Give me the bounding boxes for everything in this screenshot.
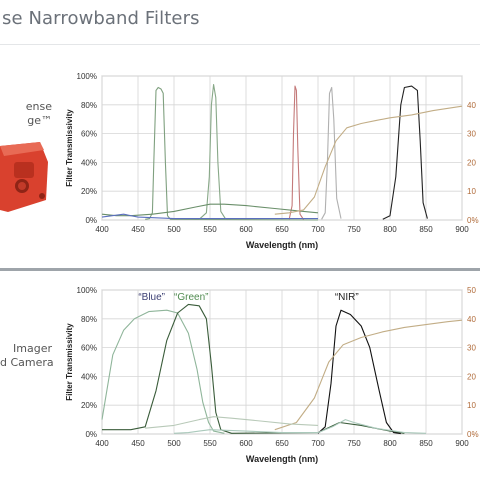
x-tick-label: 400 [95,225,109,234]
right-tick-label: 30 [467,344,476,353]
series-line-2 [198,84,227,220]
y-tick-label: 40% [81,372,97,381]
x-tick-label: 400 [95,439,109,448]
series-line-6 [145,416,319,429]
x-tick-label: 450 [131,225,145,234]
x-tick-label: 750 [347,439,361,448]
series-line-2 [102,303,405,434]
y-tick-label: 40% [81,158,97,167]
x-axis-label: Wavelength (nm) [246,240,318,250]
right-tick-label: 20 [467,372,476,381]
y-tick-label: 20% [81,187,97,196]
y-tick-label: 0% [85,430,97,439]
x-axis-label: Wavelength (nm) [246,454,318,464]
series-line-3 [317,309,401,435]
camera-device-image [0,142,48,212]
y-tick-label: 100% [77,72,97,81]
y-tick-label: 60% [81,344,97,353]
x-tick-label: 450 [131,439,145,448]
y-tick-label: 80% [81,315,97,324]
x-tick-label: 700 [311,439,325,448]
x-tick-label: 650 [275,439,289,448]
x-tick-label: 600 [239,439,253,448]
x-tick-label: 850 [419,439,433,448]
y-tick-label: 20% [81,401,97,410]
x-tick-label: 900 [455,225,469,234]
section-divider [0,268,480,271]
y-tick-label: 60% [81,130,97,139]
chart-top: 0%20%40%60%80%100%400 450 500 550 600 650 700 7… [65,72,479,250]
right-tick-label: 20 [467,158,476,167]
right-tick-label: 0% [467,216,479,225]
x-tick-label: 500 [167,439,181,448]
x-tick-label: 700 [311,225,325,234]
x-tick-label: 800 [383,225,397,234]
x-tick-label: 800 [383,439,397,448]
right-tick-label: 40 [467,101,476,110]
panel1-caption-line1: ense [25,100,52,113]
panel2-caption-line2: d Camera [0,356,54,369]
y-tick-label: 100% [77,286,97,295]
page-title: se Narrowband Filters [2,8,200,29]
series-line-4 [173,419,427,434]
title-divider [0,44,480,45]
x-tick-label: 600 [239,225,253,234]
right-tick-label: 0% [467,430,479,439]
right-tick-label: 10 [467,401,476,410]
right-tick-label: 50 [467,286,476,295]
x-tick-label: 750 [347,225,361,234]
x-tick-label: 500 [167,225,181,234]
series-annotation: “Green” [174,292,208,303]
y-axis-label: Filter Transmissivity [65,323,74,401]
y-tick-label: 80% [81,101,97,110]
panel2-caption-line1: Imager [13,342,52,355]
series-line-4 [321,86,342,220]
series-annotation: “Blue” [138,292,165,303]
right-tick-label: 10 [467,187,476,196]
series-annotation: “NIR” [335,292,359,303]
x-tick-label: 900 [455,439,469,448]
series-line-5 [382,85,428,220]
chart-bottom: 0%20%40%60%80%100%400 450 500 550 600 650 700 7… [65,286,479,464]
right-tick-label: 30 [467,130,476,139]
x-tick-label: 550 [203,225,217,234]
x-tick-label: 850 [419,225,433,234]
y-tick-label: 0% [85,216,97,225]
series-line-5 [274,319,463,431]
x-tick-label: 650 [275,225,289,234]
series-line-1 [101,309,225,434]
right-tick-label: 40 [467,315,476,324]
y-axis-label: Filter Transmissivity [65,109,74,187]
series-line-8 [274,105,463,215]
panel1-caption-line2: ge™ [27,114,52,127]
x-tick-label: 550 [203,439,217,448]
series-line-7 [101,213,318,220]
series-line-3 [288,85,305,220]
